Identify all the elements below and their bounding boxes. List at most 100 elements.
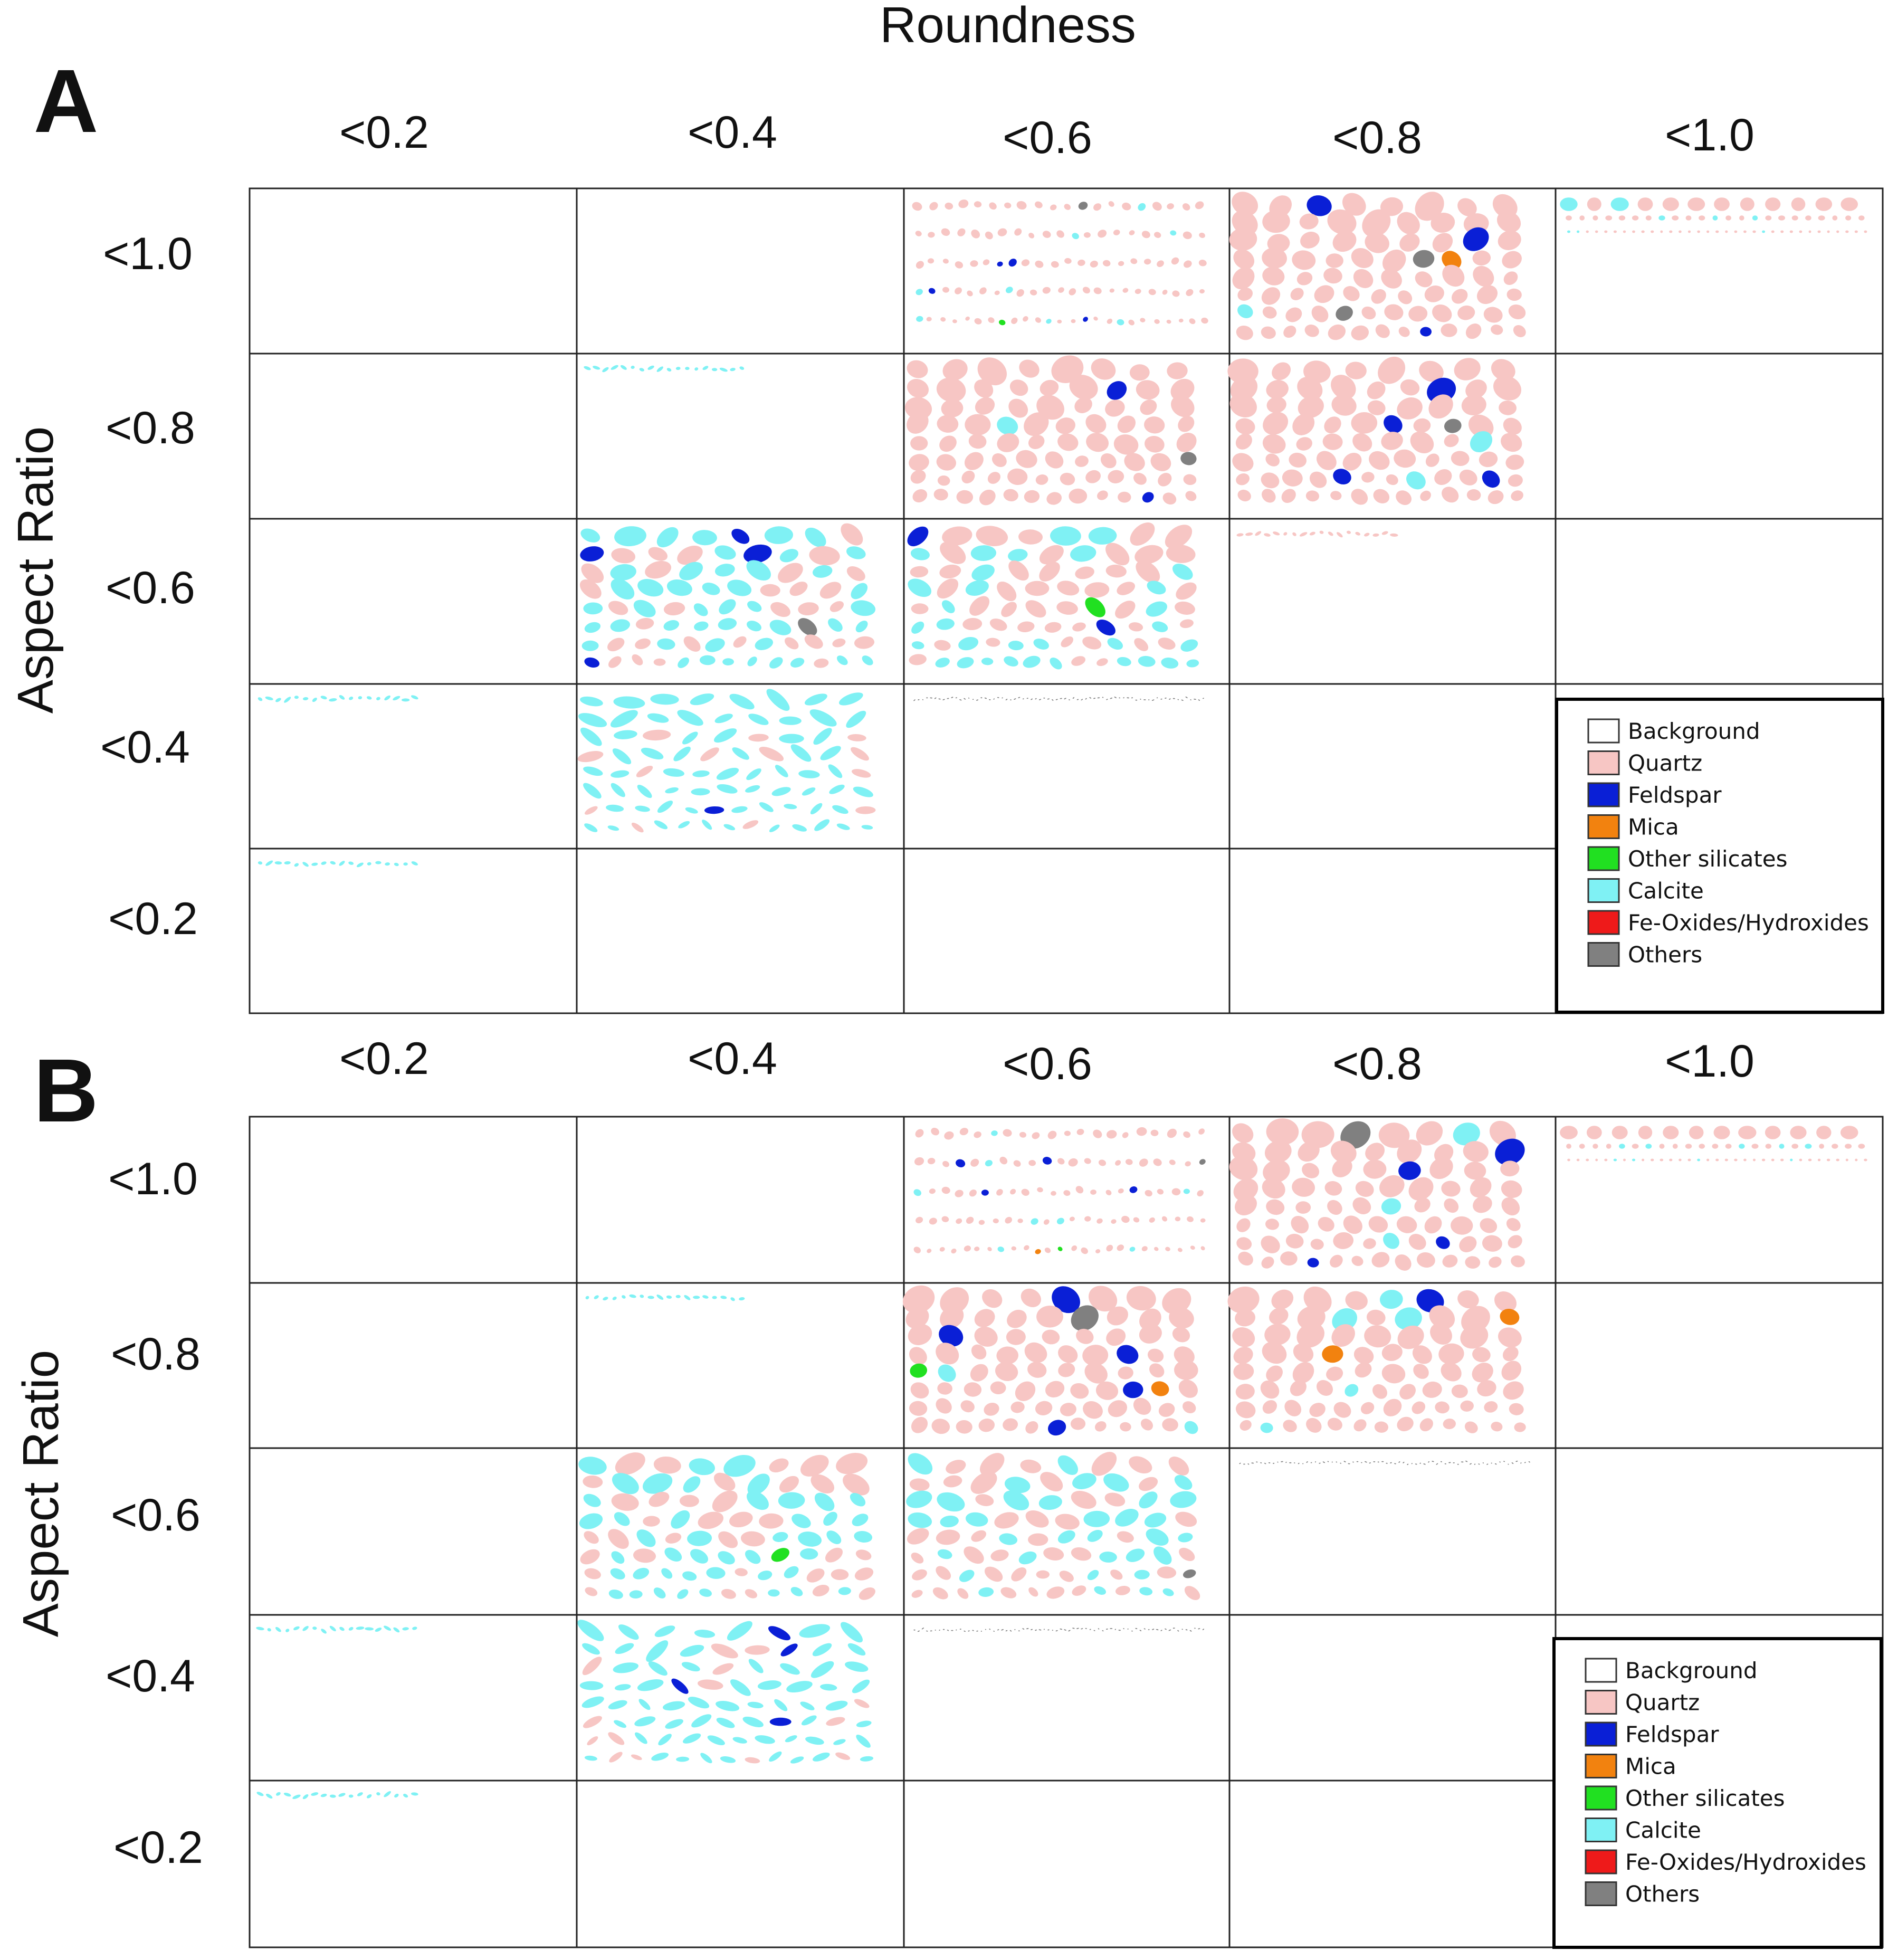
grain-particle xyxy=(1513,325,1526,338)
grain-particle xyxy=(1424,1216,1442,1234)
grain-particle xyxy=(603,1297,608,1301)
grain-particle xyxy=(1085,698,1087,700)
grain-particle xyxy=(832,805,848,814)
grain-particle xyxy=(1424,286,1444,302)
grain-particle xyxy=(964,1245,971,1252)
grain-particle xyxy=(367,862,371,865)
grain-particle xyxy=(675,367,681,370)
grain-particle xyxy=(1494,1463,1497,1465)
cell-border xyxy=(1555,1116,1884,1284)
grain-particle xyxy=(836,1452,868,1474)
grain-particle xyxy=(805,527,826,547)
grain-particle xyxy=(968,434,987,449)
grain-particle xyxy=(694,1630,716,1638)
grid-cell xyxy=(1228,1447,1557,1616)
grain-particle xyxy=(1827,230,1830,233)
grain-particle xyxy=(577,1620,604,1641)
grain-particle xyxy=(1660,1158,1664,1162)
grain-particle xyxy=(1687,1158,1691,1162)
grain-particle xyxy=(1004,656,1018,667)
grain-particle xyxy=(1087,1530,1103,1542)
grain-particle xyxy=(657,638,675,650)
grain-particle xyxy=(922,699,923,700)
grain-particle xyxy=(1715,1158,1719,1162)
grain-particle xyxy=(1566,215,1572,221)
grain-particle xyxy=(1081,699,1083,701)
grain-particle xyxy=(579,1681,604,1690)
grain-particle xyxy=(1605,215,1613,221)
col-label: <0.4 xyxy=(688,1033,777,1084)
grain-particle xyxy=(1071,1490,1096,1509)
grain-particle xyxy=(1261,472,1280,489)
grain-particle xyxy=(294,696,299,699)
grain-particle xyxy=(1172,1327,1190,1343)
grain-particle xyxy=(1509,1403,1524,1415)
grain-particle xyxy=(329,698,337,702)
grain-particle xyxy=(1491,1422,1503,1432)
grain-particle xyxy=(1560,197,1578,211)
grain-particle xyxy=(1444,1463,1446,1464)
grain-particle xyxy=(719,367,728,372)
grain-particle xyxy=(905,1307,929,1329)
grain-particle xyxy=(1381,1344,1403,1361)
grain-particle xyxy=(581,1696,604,1708)
grain-particle xyxy=(913,1629,916,1631)
grain-particle xyxy=(1131,697,1133,699)
grain-particle xyxy=(1500,1160,1520,1177)
grain-particle xyxy=(1297,376,1323,401)
grid-cell xyxy=(249,683,578,850)
grain-particle xyxy=(918,699,920,700)
grain-particle xyxy=(1432,233,1453,253)
grain-particle xyxy=(1799,1158,1803,1162)
grain-particle xyxy=(908,578,932,597)
grain-particle xyxy=(1135,699,1138,701)
grain-particle xyxy=(633,600,656,617)
grain-particle xyxy=(1511,1462,1514,1464)
legend-label: Background xyxy=(1625,1658,1758,1683)
grain-particle xyxy=(411,695,418,700)
grain-particle xyxy=(1441,1181,1461,1197)
panel-a-letter: A xyxy=(34,51,99,151)
grain-particle xyxy=(1791,1144,1799,1149)
grain-particle xyxy=(721,1588,736,1599)
grain-particle xyxy=(1669,1158,1673,1162)
grain-particle xyxy=(927,258,935,264)
grain-particle xyxy=(1165,697,1167,699)
grid-cell xyxy=(249,1282,578,1449)
grain-particle xyxy=(854,636,875,649)
grain-particle xyxy=(1412,1401,1426,1414)
grain-particle xyxy=(1139,1587,1153,1596)
grain-particle xyxy=(1165,525,1193,549)
grain-particle xyxy=(938,698,941,700)
grain-particle xyxy=(671,1510,690,1529)
grain-particle xyxy=(1465,1256,1481,1269)
grid-cell xyxy=(576,1614,905,1782)
grain-particle xyxy=(939,1630,940,1631)
grain-particle xyxy=(582,1657,602,1676)
grain-particle xyxy=(1060,472,1075,486)
grain-particle xyxy=(984,1403,999,1416)
grain-particle xyxy=(1071,1547,1092,1561)
grain-particle xyxy=(1198,1628,1200,1630)
grain-particle xyxy=(579,579,602,599)
grid-cell xyxy=(1228,683,1557,850)
grain-particle xyxy=(912,489,928,502)
grain-particle xyxy=(1158,472,1172,487)
grain-particle xyxy=(732,1737,747,1744)
grain-particle xyxy=(1751,1144,1759,1149)
grain-particle xyxy=(1256,1461,1258,1463)
grain-particle xyxy=(661,1568,673,1579)
grain-particle xyxy=(583,1475,603,1488)
grain-particle xyxy=(1470,1177,1492,1198)
panel-a-row-labels: <1.0 <0.8 <0.6 <0.4 <0.2 xyxy=(100,229,198,944)
grain-particle xyxy=(311,862,318,866)
grain-particle xyxy=(1003,1418,1018,1431)
grain-particle xyxy=(769,657,783,669)
grain-particle xyxy=(1014,228,1022,236)
grain-particle xyxy=(302,697,309,701)
grain-particle xyxy=(1342,452,1362,471)
grain-particle xyxy=(846,546,866,559)
grain-particle xyxy=(1360,1402,1375,1414)
grain-particle xyxy=(771,787,791,796)
grain-particle xyxy=(1072,233,1079,240)
